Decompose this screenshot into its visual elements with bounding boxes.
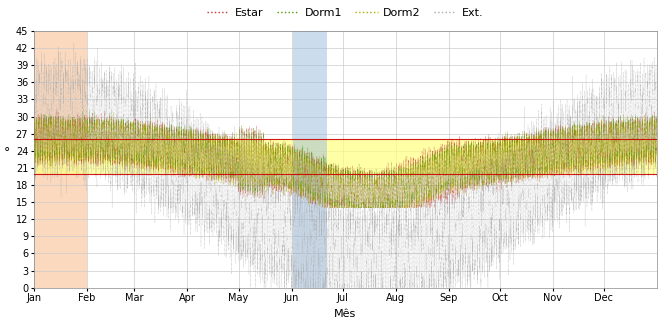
Legend: Estar, Dorm1, Dorm2, Ext.: Estar, Dorm1, Dorm2, Ext. (203, 3, 488, 22)
X-axis label: Mês: Mês (334, 309, 356, 319)
Bar (34, 31, 87, 288)
Bar (293, 31, 327, 288)
Bar (34, 139, 657, 173)
Y-axis label: °: ° (4, 146, 11, 159)
